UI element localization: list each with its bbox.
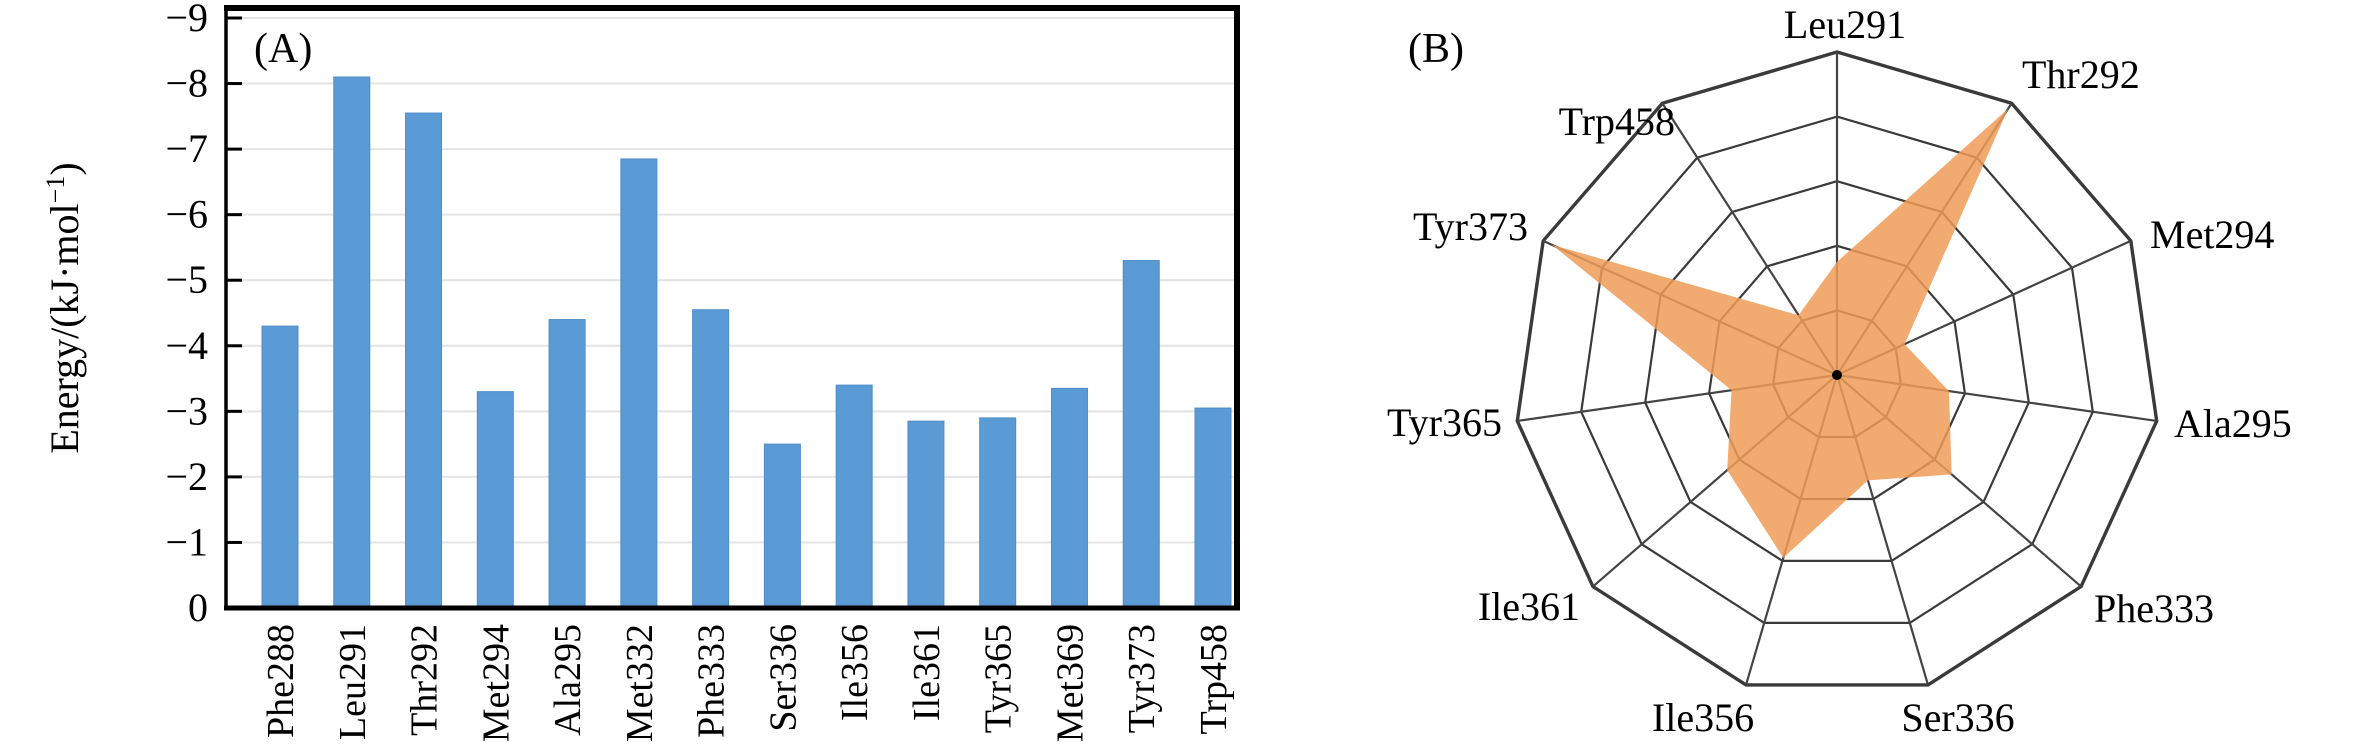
bar-thr292 [405, 112, 443, 609]
bar-ala295 [548, 319, 586, 609]
radar-label-met294: Met294 [2150, 212, 2274, 257]
radar-label-leu291: Leu291 [1784, 2, 1906, 47]
radar-label-tyr365: Tyr365 [1387, 400, 1502, 445]
y-tick-label: −9 [165, 0, 208, 40]
x-label-ile361: Ile361 [906, 624, 948, 721]
y-tick-label: −3 [165, 388, 208, 433]
bar-met332 [620, 158, 658, 609]
radar-chart-panel: Leu291 Thr292 Met294 Ala295 Phe333 Ser336 Ile3… [1387, 2, 2292, 740]
radar-label-thr292: Thr292 [2022, 52, 2140, 97]
y-tick-label: −7 [165, 126, 208, 171]
y-tick-label: 0 [188, 585, 208, 630]
bar-phe288 [261, 325, 299, 609]
y-tick-label: −8 [165, 61, 208, 106]
radar-ring-5 [1515, 50, 2159, 687]
radar-label-tyr373: Tyr373 [1413, 204, 1528, 249]
radar-data-polygon [1552, 108, 2009, 558]
superscript: −1 [41, 176, 70, 204]
y-tick-label: −1 [165, 519, 208, 564]
x-label-met369: Met369 [1049, 624, 1091, 742]
bar-phe333 [692, 309, 730, 609]
bar-ser336 [763, 443, 801, 609]
y-tick-label: −4 [165, 323, 208, 368]
y-tick-label: −5 [165, 257, 208, 302]
y-axis-title: Energy/(kJ·mol−1) [41, 162, 87, 453]
bar-ile361 [907, 420, 945, 609]
radar-label-ile356: Ile356 [1652, 695, 1754, 740]
bar-tyr365 [979, 417, 1017, 609]
panel-a-label: (A) [254, 26, 312, 72]
radar-label-ile361: Ile361 [1478, 584, 1580, 629]
radar-label-ala295: Ala295 [2174, 401, 2292, 446]
bar-tyr373 [1122, 260, 1160, 609]
bar-met294 [476, 391, 514, 609]
radar-center-dot [1832, 370, 1842, 380]
y-tick-label: −2 [165, 454, 208, 499]
bar-met369 [1050, 387, 1088, 609]
radar-label-phe333: Phe333 [2094, 586, 2214, 631]
bar-chart-panel: −9 −8 −7 −6 −5 −4 −3 −2 −1 0 Phe288 Leu291 Thr292 Met… [165, 0, 1240, 742]
radar-label-trp458: Trp458 [1559, 99, 1675, 144]
y-tick-label: −6 [165, 192, 208, 237]
x-label-thr292: Thr292 [404, 624, 446, 736]
x-label-met294: Met294 [475, 624, 517, 742]
panel-b-label: (B) [1408, 26, 1464, 72]
x-label-ile356: Ile356 [834, 624, 876, 721]
x-label-leu291: Leu291 [332, 624, 374, 740]
x-label-phe288: Phe288 [260, 624, 302, 738]
bar-trp458 [1194, 407, 1232, 609]
x-label-phe333: Phe333 [691, 624, 733, 738]
x-label-tyr365: Tyr365 [978, 624, 1020, 733]
x-label-trp458: Trp458 [1193, 624, 1235, 735]
x-label-met332: Met332 [619, 624, 661, 742]
x-label-ala295: Ala295 [547, 624, 589, 736]
x-label-tyr373: Tyr373 [1121, 624, 1163, 733]
bar-leu291 [333, 76, 371, 609]
x-label-ser336: Ser336 [762, 624, 804, 732]
radar-ring-4 [1580, 115, 2094, 625]
bar-ile356 [835, 384, 873, 609]
radar-label-ser336: Ser336 [1901, 695, 2014, 740]
